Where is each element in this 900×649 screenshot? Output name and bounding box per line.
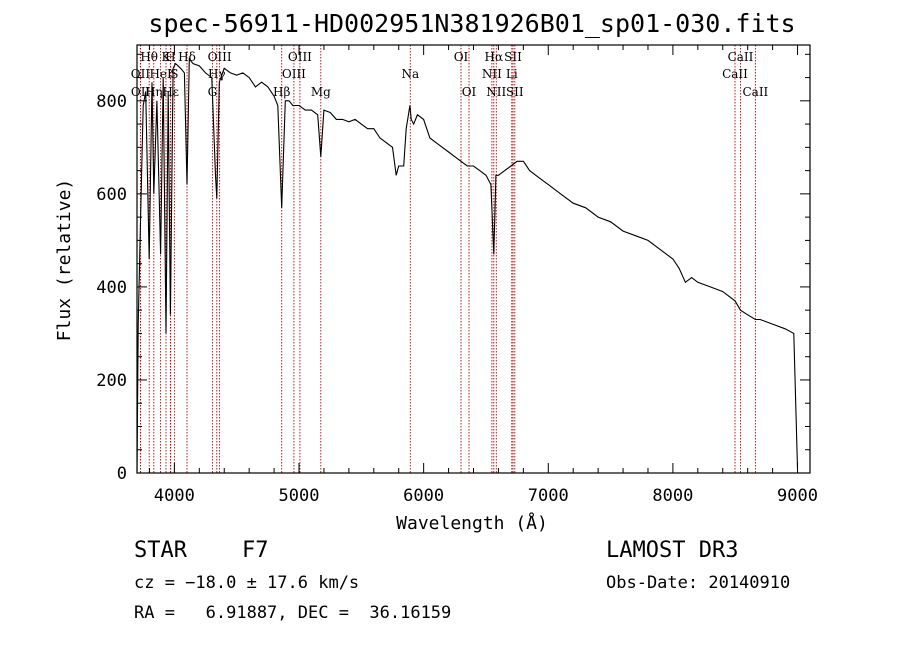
spectral-line-label: SII xyxy=(506,85,524,99)
x-tick-label: 6000 xyxy=(403,486,444,506)
spectral-line-label: Hγ xyxy=(208,67,226,81)
y-tick-label: 200 xyxy=(96,371,127,391)
y-tick-label: 400 xyxy=(96,278,127,298)
spectral-line-label: Li xyxy=(506,67,518,81)
x-tick-label: 4000 xyxy=(154,486,195,506)
spectral-line-label: OIII xyxy=(282,67,306,81)
spectral-line-label: K xyxy=(162,50,172,64)
x-tick-label: 9000 xyxy=(777,486,818,506)
redshift-label: cz = −18.0 ± 17.6 km/s xyxy=(134,573,360,593)
x-tick-label: 7000 xyxy=(528,486,569,506)
spectral-line-label: Hε xyxy=(162,85,179,99)
spectral-line-label: OI xyxy=(454,50,469,64)
spectral-line-label: Hβ xyxy=(273,85,290,99)
chart-title: spec-56911-HD002951N381926B01_sp01-030.f… xyxy=(148,9,795,38)
x-axis-label: Wavelength (Å) xyxy=(396,512,548,534)
spectral-line-label: H xyxy=(165,50,175,64)
spectral-line-label: NII xyxy=(486,85,506,99)
axis-ticks xyxy=(137,45,810,474)
spectrum-series-line xyxy=(136,57,799,474)
spectral-line-label: NII xyxy=(482,67,502,81)
coordinates-label: RA = 6.91887, DEC = 36.16159 xyxy=(134,603,452,623)
spectral-line-label: CaII xyxy=(742,85,768,99)
spectral-line-label: S xyxy=(170,67,178,81)
spectral-line-label: Mg xyxy=(311,85,331,99)
spectral-line-label: OI xyxy=(462,85,477,99)
spectral-line-label: Hδ xyxy=(178,50,196,64)
x-tick-label: 8000 xyxy=(652,486,693,506)
spectral-line-label: CaII xyxy=(722,67,748,81)
spectral-line-label: Hη xyxy=(145,85,163,99)
y-tick-label: 600 xyxy=(96,185,127,205)
axis-tick-labels: 4000 5000 6000 7000 8000 9000 0 200 400 600 800 xyxy=(96,92,818,506)
plot-frame xyxy=(136,44,811,474)
spectral-line-label: Hα xyxy=(485,50,504,64)
spectral-line-label: CaII xyxy=(728,50,754,64)
spectral-line-label: OIII xyxy=(288,50,312,64)
y-tick-label: 800 xyxy=(96,92,127,112)
spectral-line-label: HeI xyxy=(149,67,172,81)
spectral-line-label: OII xyxy=(131,67,151,81)
survey-label: LAMOST DR3 xyxy=(606,538,739,563)
spectral-line-label: OIII xyxy=(208,50,232,64)
x-tick-label: 5000 xyxy=(279,486,320,506)
y-tick-label: 0 xyxy=(117,464,127,484)
y-axis-label: Flux (relative) xyxy=(54,179,75,342)
spectral-line-label: SII xyxy=(504,50,522,64)
obs-date-label: Obs-Date: 20140910 xyxy=(606,573,791,593)
star-type-label: STAR xyxy=(134,538,187,563)
line-marker-group xyxy=(139,45,756,473)
spectral-class-label: F7 xyxy=(242,538,269,563)
spectral-line-label: Hθ xyxy=(140,50,158,64)
spectral-line-label: Na xyxy=(401,67,419,81)
